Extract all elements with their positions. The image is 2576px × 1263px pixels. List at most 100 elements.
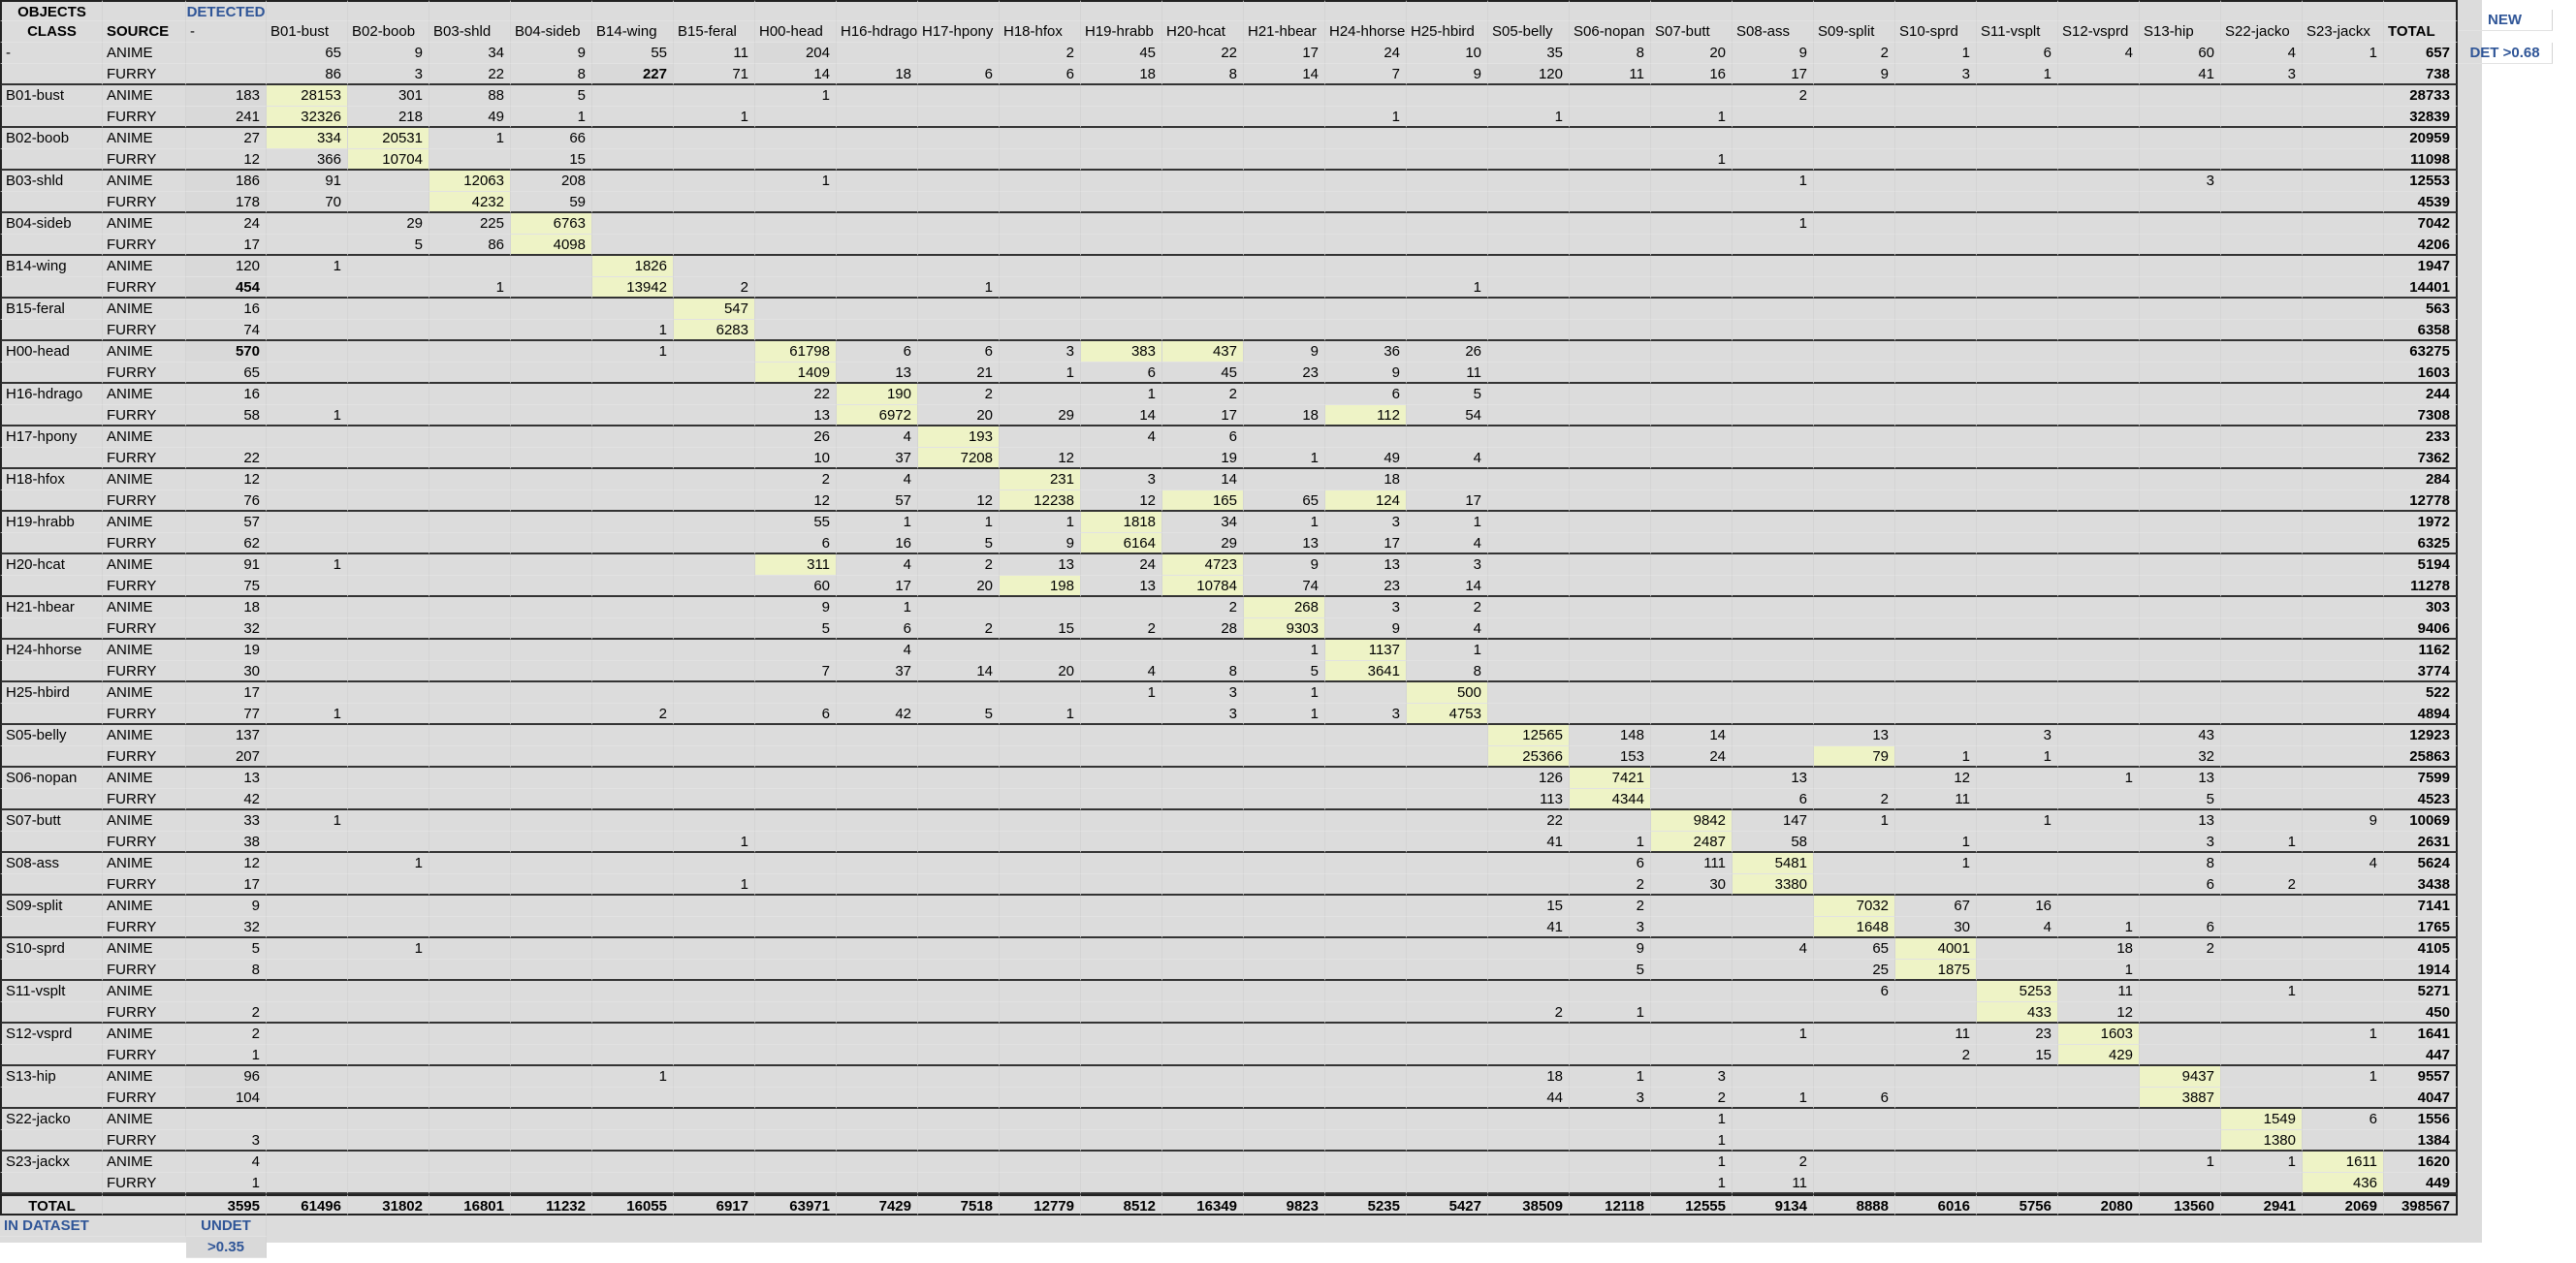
column-header-b14-wing[interactable]: B14-wing [592, 21, 674, 43]
matrix-cell[interactable] [2303, 320, 2384, 341]
matrix-cell[interactable] [674, 149, 755, 171]
matrix-cell[interactable]: 32 [186, 917, 267, 938]
matrix-cell[interactable]: 1 [837, 597, 918, 618]
matrix-cell[interactable] [837, 277, 918, 299]
matrix-cell[interactable]: 17 [1244, 43, 1325, 64]
matrix-cell[interactable]: 14 [1407, 576, 1488, 597]
matrix-cell[interactable] [2303, 384, 2384, 405]
matrix-cell[interactable] [1895, 725, 1977, 746]
matrix-cell[interactable] [2058, 789, 2140, 810]
matrix-cell[interactable] [511, 896, 592, 917]
matrix-cell[interactable] [267, 832, 348, 853]
matrix-cell[interactable]: 7032 [1814, 896, 1895, 917]
matrix-cell[interactable] [267, 426, 348, 448]
matrix-cell[interactable] [837, 960, 918, 981]
matrix-cell[interactable]: 1 [592, 341, 674, 363]
matrix-cell[interactable] [1000, 171, 1081, 192]
column-header-h18-hfox[interactable]: H18-hfox [1000, 21, 1081, 43]
matrix-cell[interactable] [1895, 661, 1977, 682]
matrix-cell[interactable]: 11278 [2384, 576, 2458, 597]
matrix-cell[interactable]: 24 [1651, 746, 1733, 768]
matrix-cell[interactable] [837, 853, 918, 874]
matrix-cell[interactable] [2058, 171, 2140, 192]
matrix-cell[interactable]: 241 [186, 107, 267, 128]
matrix-cell[interactable] [1651, 192, 1733, 213]
matrix-cell[interactable]: 42 [186, 789, 267, 810]
matrix-cell[interactable] [918, 192, 1000, 213]
matrix-cell[interactable] [1977, 1109, 2058, 1130]
matrix-cell[interactable] [186, 1109, 267, 1130]
matrix-cell[interactable] [755, 1066, 837, 1088]
matrix-cell[interactable]: 1648 [1814, 917, 1895, 938]
matrix-cell[interactable]: 14 [1081, 405, 1162, 426]
matrix-cell[interactable] [2058, 554, 2140, 576]
matrix-cell[interactable] [1977, 874, 2058, 896]
matrix-cell[interactable] [348, 661, 429, 682]
matrix-cell[interactable]: 6358 [2384, 320, 2458, 341]
total-cell[interactable]: 6016 [1895, 1194, 1977, 1216]
matrix-cell[interactable] [674, 490, 755, 512]
matrix-cell[interactable]: 1765 [2384, 917, 2458, 938]
matrix-cell[interactable] [674, 256, 755, 277]
matrix-cell[interactable] [2303, 1002, 2384, 1024]
matrix-cell[interactable] [755, 256, 837, 277]
matrix-cell[interactable] [1325, 85, 1407, 107]
matrix-cell[interactable]: 1603 [2384, 363, 2458, 384]
matrix-cell[interactable]: 9557 [2384, 1066, 2458, 1088]
matrix-cell[interactable]: 5481 [1733, 853, 1814, 874]
matrix-cell[interactable]: 5 [918, 533, 1000, 554]
matrix-cell[interactable]: 19 [186, 640, 267, 661]
matrix-cell[interactable]: 12063 [429, 171, 511, 192]
matrix-cell[interactable]: 12 [186, 853, 267, 874]
matrix-cell[interactable] [2303, 661, 2384, 682]
matrix-cell[interactable] [1325, 277, 1407, 299]
matrix-cell[interactable] [1407, 768, 1488, 789]
matrix-cell[interactable] [1651, 384, 1733, 405]
matrix-cell[interactable] [755, 1045, 837, 1066]
matrix-cell[interactable] [837, 256, 918, 277]
matrix-cell[interactable] [1488, 682, 1570, 704]
matrix-cell[interactable] [1570, 277, 1651, 299]
matrix-cell[interactable] [837, 43, 918, 64]
matrix-cell[interactable] [1244, 320, 1325, 341]
matrix-cell[interactable] [837, 1130, 918, 1152]
matrix-cell[interactable] [2140, 981, 2221, 1002]
matrix-cell[interactable] [1895, 469, 1977, 490]
matrix-cell[interactable] [1081, 981, 1162, 1002]
matrix-cell[interactable]: 4523 [2384, 789, 2458, 810]
matrix-cell[interactable] [592, 938, 674, 960]
matrix-cell[interactable] [592, 1045, 674, 1066]
matrix-cell[interactable]: 111 [1651, 853, 1733, 874]
matrix-cell[interactable] [429, 1066, 511, 1088]
matrix-cell[interactable] [1570, 512, 1651, 533]
matrix-cell[interactable] [511, 320, 592, 341]
matrix-cell[interactable] [348, 533, 429, 554]
matrix-cell[interactable] [2140, 618, 2221, 640]
matrix-cell[interactable]: 3 [1325, 597, 1407, 618]
matrix-cell[interactable] [511, 533, 592, 554]
matrix-cell[interactable] [348, 1002, 429, 1024]
matrix-cell[interactable]: 6 [1570, 853, 1651, 874]
matrix-cell[interactable] [1977, 768, 2058, 789]
matrix-cell[interactable] [1000, 597, 1081, 618]
matrix-cell[interactable]: 54 [1407, 405, 1488, 426]
matrix-cell[interactable] [429, 704, 511, 725]
matrix-cell[interactable] [1325, 938, 1407, 960]
matrix-cell[interactable]: 49 [1325, 448, 1407, 469]
matrix-cell[interactable] [2303, 1088, 2384, 1109]
matrix-cell[interactable] [592, 149, 674, 171]
matrix-cell[interactable] [1895, 426, 1977, 448]
matrix-cell[interactable]: 2 [186, 1024, 267, 1045]
matrix-cell[interactable] [674, 1002, 755, 1024]
matrix-cell[interactable] [267, 1173, 348, 1194]
column-header-s13-hip[interactable]: S13-hip [2140, 21, 2221, 43]
matrix-cell[interactable]: 21 [918, 363, 1000, 384]
matrix-cell[interactable]: 14401 [2384, 277, 2458, 299]
matrix-cell[interactable]: 6 [837, 618, 918, 640]
matrix-cell[interactable] [2303, 640, 2384, 661]
matrix-cell[interactable] [1162, 768, 1244, 789]
matrix-cell[interactable] [1325, 960, 1407, 981]
matrix-cell[interactable]: 20 [1651, 43, 1733, 64]
matrix-cell[interactable] [592, 363, 674, 384]
matrix-cell[interactable] [267, 1109, 348, 1130]
